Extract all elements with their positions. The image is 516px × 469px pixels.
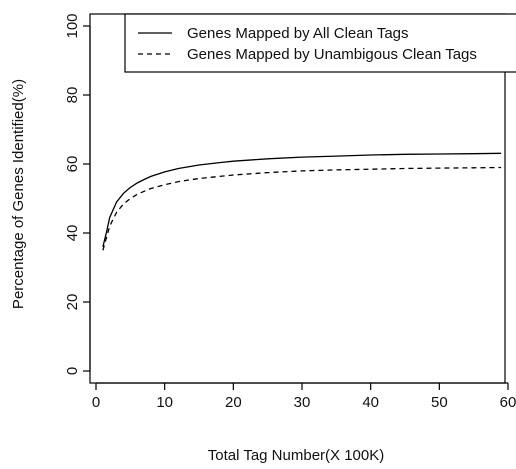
series-layer (102, 152, 502, 251)
legend-label-1: Genes Mapped by All Clean Tags (187, 25, 409, 42)
y-tick-label: 20 (64, 294, 81, 311)
x-ticks: 0 10 20 30 40 50 60 (92, 383, 516, 411)
y-tick-label: 80 (64, 87, 81, 104)
y-tick-label: 40 (64, 225, 81, 242)
legend-box (124, 13, 516, 73)
x-tick-label: 30 (294, 394, 311, 411)
y-tick-label: 100 (64, 13, 81, 38)
x-tick-label: 40 (362, 394, 379, 411)
legend: Genes Mapped by All Clean Tags Genes Mapp… (124, 13, 516, 73)
legend-label-2: Genes Mapped by Unambigous Clean Tags (187, 46, 477, 63)
series-line-1 (102, 152, 502, 247)
x-tick-label: 50 (431, 394, 448, 411)
x-axis-title: Total Tag Number(X 100K) (208, 447, 384, 464)
series-line-2 (102, 166, 502, 251)
y-tick-label: 0 (64, 367, 81, 375)
x-tick-label: 0 (92, 394, 100, 411)
x-tick-label: 60 (500, 394, 516, 411)
axes: 0 10 20 30 40 50 60 0 20 40 60 80 100 (64, 13, 516, 411)
y-tick-label: 60 (64, 156, 81, 173)
y-ticks: 0 20 40 60 80 100 (64, 13, 90, 375)
x-tick-label: 10 (156, 394, 173, 411)
y-axis-title: Percentage of Genes Identified(%) (10, 79, 27, 309)
x-tick-label: 20 (225, 394, 242, 411)
